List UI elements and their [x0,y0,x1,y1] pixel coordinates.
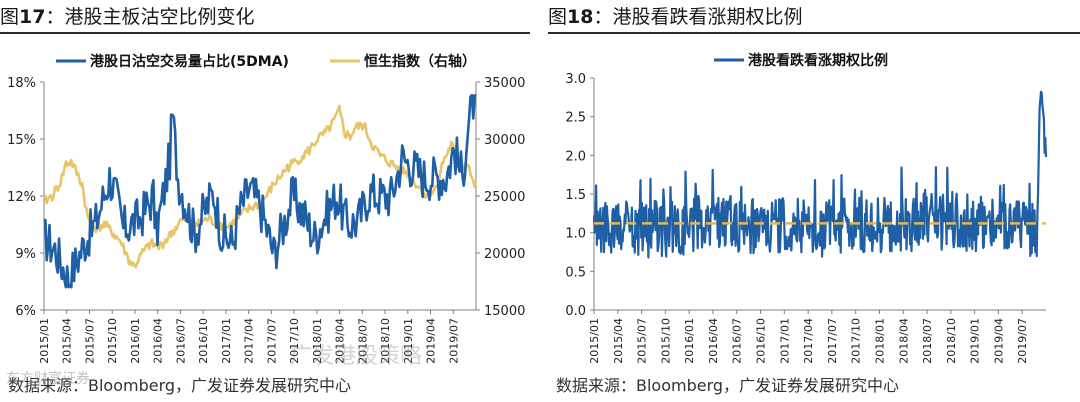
x-tick-label: 2017/04 [802,318,815,364]
left-chart-panel: 图17：港股主板沽空比例变化 6% 9% 12% 15% 18% 15000 20000 25… [0,0,530,402]
x-tick-label: 2017/01 [778,318,791,364]
left-title-text: ：港股主板沽空比例变化 [45,6,255,28]
x-tick-label: 2019/07 [447,318,460,364]
x-tick-label: 2018/07 [356,318,369,364]
x-tick-label: 2017/07 [826,318,839,364]
x-tick-label: 2019/07 [1016,318,1029,364]
x-tick-label: 2015/10 [106,318,119,364]
right-y-tick-label: 20000 [484,247,525,262]
x-tick-label: 2018/04 [334,318,347,364]
legend-label-short-ratio: 港股日沽空交易量占比(5DMA) [90,53,289,70]
x-tick-label: 2015/04 [61,318,74,364]
corner-watermark: 东方财富证券 [6,371,90,387]
right-y-tick-label: 15000 [484,304,525,319]
x-tick-label: 2015/01 [38,318,51,364]
x-tick-label: 2017/04 [243,318,256,364]
y-tick-label: 1.0 [565,227,586,242]
y-tick-label: 1.5 [565,188,586,203]
left-title-prefix: 图 [0,6,20,28]
right-title-prefix: 图 [548,6,568,28]
right-y-tick-label: 30000 [484,133,525,148]
y-tick-label: 3.0 [565,72,586,87]
x-tick-label: 2015/01 [588,318,601,364]
x-tick-label: 2017/07 [265,318,278,364]
x-tick-label: 2019/01 [969,318,982,364]
y-tick-label: 0.0 [565,304,586,319]
right-chart-title: 图18：港股看跌看涨期权比例 [548,2,1080,34]
put-call-ratio-chart: 0.0 0.5 1.0 1.5 2.0 2.5 3.0 2015/01 2015/04 2015/… [565,52,1048,364]
left-y-tick-label: 18% [7,76,36,91]
x-tick-label: 2016/07 [174,318,187,364]
left-y-tick-label: 9% [15,247,36,262]
y-tick-label: 0.5 [565,265,586,280]
x-tick-label: 2016/10 [755,318,768,364]
x-tick-label: 2018/07 [921,318,934,364]
left-y-tick-label: 15% [7,133,36,148]
put-call-ratio-line [592,90,1048,259]
x-tick-label: 2017/10 [850,318,863,364]
x-tick-label: 2018/04 [897,318,910,364]
short-selling-ratio-line [44,94,476,289]
y-tick-label: 2.0 [565,149,586,164]
x-tick-label: 2015/04 [612,318,625,364]
x-tick-label: 2015/07 [636,318,649,364]
short-selling-ratio-chart: 6% 9% 12% 15% 18% 15000 20000 25000 30000 35000 20… [7,53,525,364]
right-chart-source: 数据来源：Bloomberg，广发证券发展研究中心 [556,376,900,395]
x-tick-label: 2018/10 [945,318,958,364]
left-chart-title: 图17：港股主板沽空比例变化 [0,2,530,34]
left-y-tick-label: 6% [15,304,36,319]
legend-label-hsi: 恒生指数（右轴） [364,53,476,70]
x-tick-label: 2017/01 [220,318,233,364]
x-tick-label: 2019/04 [992,318,1005,364]
x-tick-label: 2016/01 [129,318,142,364]
x-tick-label: 2016/04 [152,318,165,364]
x-tick-label: 2017/10 [288,318,301,364]
right-chart-panel: 图18：港股看跌看涨期权比例 0.0 0.5 1.0 1.5 2.0 2.5 3.0 2015… [548,0,1080,402]
legend-label-put-call: 港股看跌看涨期权比例 [748,52,888,69]
left-y-tick-label: 12% [7,190,36,205]
right-y-tick-label: 35000 [484,76,525,91]
x-tick-label: 2019/04 [425,318,438,364]
left-title-number: 17 [19,6,46,28]
x-tick-label: 2016/04 [707,318,720,364]
x-tick-label: 2015/10 [659,318,672,364]
right-title-number: 18 [567,6,594,28]
right-y-tick-label: 25000 [484,190,525,205]
x-tick-label: 2018/10 [379,318,392,364]
x-tick-label: 2016/07 [731,318,744,364]
x-tick-label: 2016/10 [197,318,210,364]
x-tick-label: 2019/01 [402,318,415,364]
x-tick-label: 2016/01 [683,318,696,364]
x-tick-label: 2018/01 [311,318,324,364]
watermark: 广发港股策略 [290,344,423,369]
x-tick-label: 2015/07 [83,318,96,364]
left-chart-source: 数据来源：Bloomberg，广发证券发展研究中心 [8,376,352,395]
y-tick-label: 2.5 [565,111,586,126]
x-tick-label: 2018/01 [873,318,886,364]
right-title-text: ：港股看跌看涨期权比例 [593,6,803,28]
